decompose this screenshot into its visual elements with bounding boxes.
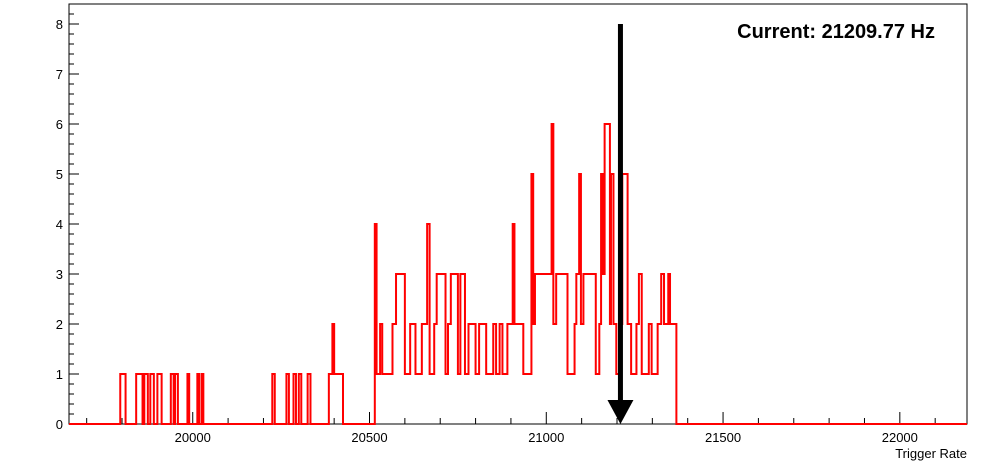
y-tick-label: 6: [56, 117, 63, 132]
y-tick-label: 3: [56, 267, 63, 282]
marker-arrowhead: [607, 400, 634, 424]
y-tick-label: 1: [56, 367, 63, 382]
y-tick-label: 2: [56, 317, 63, 332]
y-tick-label: 5: [56, 167, 63, 182]
y-tick-label: 0: [56, 417, 63, 432]
x-tick-label: 22000: [882, 430, 918, 445]
axis-tick-labels: 20000 20500 21000 21500 22000 0 1 2 3 4 5 6 7 8: [56, 17, 918, 445]
plot-frame: [68, 3, 968, 425]
x-tick-label: 20000: [175, 430, 211, 445]
x-tick-label: 20500: [351, 430, 387, 445]
series-line: [69, 123, 967, 425]
y-tick-label: 7: [56, 67, 63, 82]
y-tick-label: 4: [56, 217, 63, 232]
current-marker-arrow: [607, 24, 634, 424]
x-tick-label: 21500: [705, 430, 741, 445]
y-tick-label: 8: [56, 17, 63, 32]
x-tick-label: 21000: [528, 430, 564, 445]
current-rate-annotation: Current: 21209.77 Hz: [737, 21, 935, 43]
x-axis-title: Trigger Rate: [895, 446, 967, 461]
